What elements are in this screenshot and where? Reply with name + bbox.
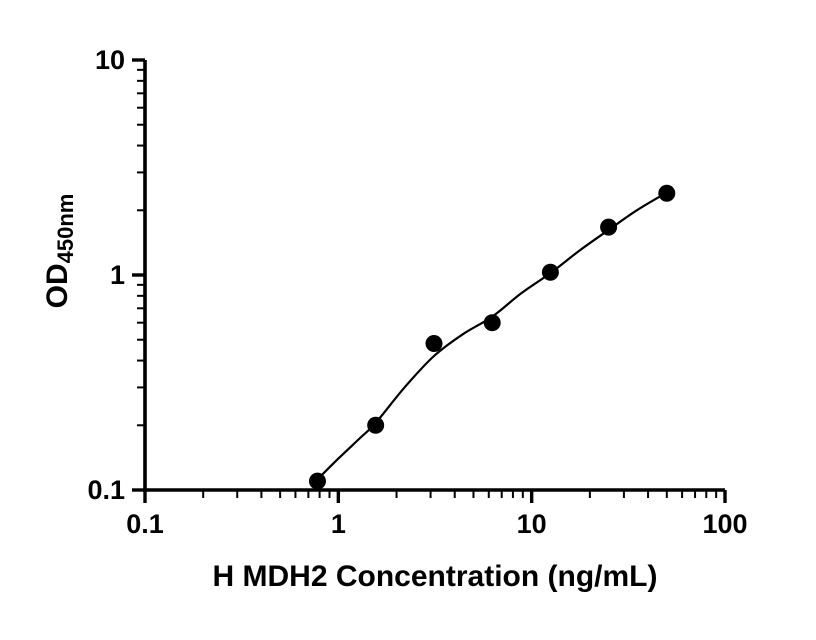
data-point [658, 184, 676, 202]
data-point [483, 314, 501, 332]
fit-curve [316, 191, 668, 481]
data-point [541, 263, 559, 281]
y-axis-title: OD450nm [37, 101, 79, 401]
y-tick-label: 0.1 [87, 475, 125, 505]
data-point [308, 472, 326, 490]
x-tick-label: 10 [517, 509, 547, 539]
y-tick-label: 1 [110, 260, 125, 290]
x-tick-label: 100 [702, 509, 747, 539]
y-tick-label: 10 [95, 45, 125, 75]
x-axis-title: H MDH2 Concentration (ng/mL) [212, 560, 658, 593]
data-point [600, 218, 618, 236]
y-axis-title-subscript: 450nm [53, 193, 78, 264]
y-axis-title-main: OD [41, 263, 74, 309]
data-point [367, 416, 385, 434]
data-point [425, 335, 443, 353]
x-tick-label: 0.1 [126, 509, 164, 539]
x-tick-label: 1 [331, 509, 346, 539]
